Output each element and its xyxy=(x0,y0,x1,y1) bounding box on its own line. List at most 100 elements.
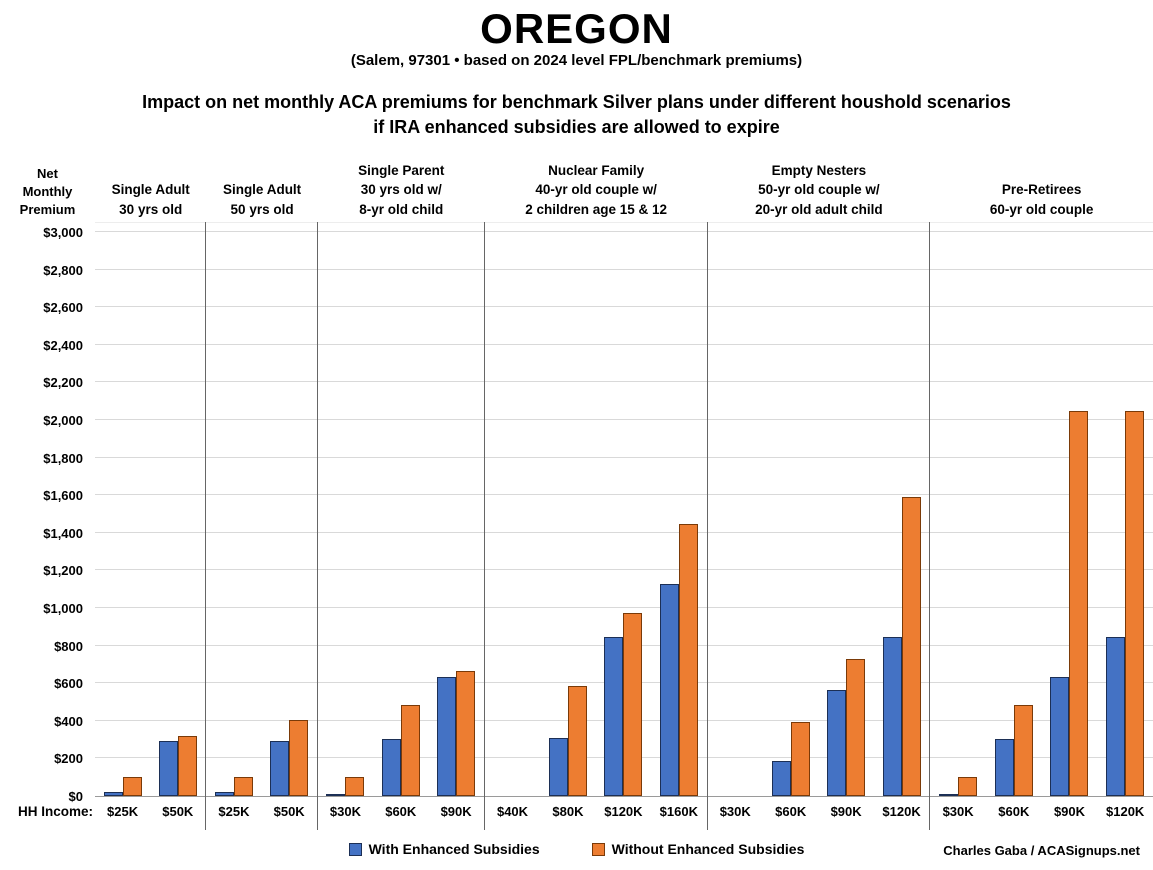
y-tick-label: $1,800 xyxy=(43,450,83,466)
bar-without-enhanced-subsidies xyxy=(623,613,643,796)
bar-with-enhanced-subsidies xyxy=(1106,637,1126,796)
gridline xyxy=(95,494,206,496)
gridline xyxy=(206,531,317,533)
bar-without-enhanced-subsidies xyxy=(177,736,197,796)
gridline xyxy=(95,719,206,721)
bar-without-enhanced-subsidies xyxy=(1013,705,1033,796)
gridline xyxy=(930,719,1153,721)
gridline xyxy=(930,231,1153,232)
y-tick-label: $2,600 xyxy=(43,300,83,316)
gridline xyxy=(707,569,930,571)
gridline xyxy=(484,569,707,571)
gridline xyxy=(707,343,930,345)
scenario-group-title-line: Empty Nesters xyxy=(771,162,867,178)
bar-with-enhanced-subsidies xyxy=(659,584,679,796)
scenario-group-plot xyxy=(317,222,484,797)
gridline xyxy=(206,719,317,721)
legend-item-without-enhanced: Without Enhanced Subsidies xyxy=(591,841,805,857)
legend-swatch-orange xyxy=(591,842,605,856)
gridline xyxy=(707,381,930,383)
scenario-group-plot-zone: $30K $60K $90K xyxy=(317,222,485,830)
chart-description-line2: if IRA enhanced subsidies are allowed to… xyxy=(373,117,780,137)
scenario-group-title: Pre-Retirees 60-yr old couple xyxy=(930,150,1153,222)
gridline xyxy=(707,231,930,232)
scenario-group: Single Adult 30 yrs old $25K $50K xyxy=(95,150,207,830)
scenario-group: Pre-Retirees 60-yr old couple $30K $60K $90K… xyxy=(930,150,1153,830)
gridline xyxy=(484,231,707,232)
income-label: $120K xyxy=(1106,804,1145,819)
scenario-group-title-line: Single Adult xyxy=(111,182,190,197)
bar-pair xyxy=(428,223,483,796)
y-axis-gutter: Net Monthly Premium $0 $200 $400 $600 $800 $1,0… xyxy=(0,150,95,830)
gridline xyxy=(317,231,484,232)
scenario-group-plot xyxy=(206,222,317,797)
bar-pair xyxy=(818,223,873,796)
y-axis-title: Net Monthly Premium xyxy=(0,150,95,222)
y-axis-title-line: Premium xyxy=(19,202,76,217)
gridline xyxy=(930,644,1153,646)
y-tick-label: $200 xyxy=(54,751,83,767)
gridline xyxy=(930,343,1153,345)
gridline xyxy=(317,419,484,420)
legend-item-with-enhanced: With Enhanced Subsidies xyxy=(348,841,540,857)
credit-text: Charles Gaba / ACASignups.net xyxy=(943,843,1140,858)
gridline xyxy=(707,494,930,496)
gridline xyxy=(930,381,1153,383)
bar-with-enhanced-subsidies xyxy=(882,637,902,796)
y-tick-label: $2,400 xyxy=(43,337,83,353)
bar-with-enhanced-subsidies xyxy=(381,739,401,796)
gridline xyxy=(484,343,707,345)
gridline xyxy=(484,531,707,533)
bar-pair xyxy=(206,223,261,796)
y-tick-label: $400 xyxy=(54,713,83,729)
gridline xyxy=(206,419,317,420)
gridline xyxy=(206,569,317,571)
gridline xyxy=(930,456,1153,458)
gridline xyxy=(484,381,707,383)
bar-without-enhanced-subsidies xyxy=(1069,411,1089,796)
bar-pair xyxy=(262,223,317,796)
bar-without-enhanced-subsidies xyxy=(1125,411,1145,796)
bar-with-enhanced-subsidies xyxy=(103,792,123,796)
gridline xyxy=(484,494,707,496)
scenario-group-title-line: Pre-Retirees xyxy=(1001,182,1082,197)
bar-pair xyxy=(874,223,929,796)
gridline xyxy=(930,757,1153,759)
gridline xyxy=(930,607,1153,608)
bar-without-enhanced-subsidies xyxy=(901,497,921,796)
income-label-row: $25K $50K xyxy=(206,797,316,830)
gridline xyxy=(484,306,707,308)
bar-pair xyxy=(930,223,986,796)
bar-without-enhanced-subsidies xyxy=(456,671,476,796)
income-label: $60K xyxy=(998,804,1030,819)
scenario-group-title-line: Single Parent xyxy=(358,162,445,178)
legend-label: Without Enhanced Subsidies xyxy=(611,841,805,857)
chart-description: Impact on net monthly ACA premiums for b… xyxy=(0,90,1153,140)
scenario-group-title-line: 20-yr old adult child xyxy=(755,201,883,217)
gridline xyxy=(317,306,484,308)
gridline xyxy=(317,569,484,571)
bar-without-enhanced-subsidies xyxy=(400,705,420,796)
gridline xyxy=(484,719,707,721)
income-label: $25K xyxy=(107,804,139,819)
scenario-group-plot-zone: $25K $50K xyxy=(206,222,318,830)
bar-pair xyxy=(763,223,818,796)
scenario-group: Single Adult 50 yrs old $25K $50K xyxy=(206,150,318,830)
scenario-group-title-line: Nuclear Family xyxy=(548,162,645,178)
gridline xyxy=(206,682,317,684)
income-label: $30K xyxy=(719,804,751,819)
bar-without-enhanced-subsidies xyxy=(846,659,866,796)
scenario-group-title: Single Parent 30 yrs old w/8-yr old child xyxy=(318,150,485,222)
gridline xyxy=(484,268,707,270)
income-label-row: $30K $60K $90K xyxy=(318,797,484,830)
income-label-row: $30K $60K $90K $120K xyxy=(930,797,1153,830)
bar-with-enhanced-subsidies xyxy=(214,792,234,796)
gridline xyxy=(95,231,206,232)
gridline xyxy=(206,343,317,345)
gridline xyxy=(95,306,206,308)
y-tick-label: $1,400 xyxy=(43,525,83,541)
y-tick-label: $2,800 xyxy=(43,262,83,278)
gridline xyxy=(317,456,484,458)
income-label: $50K xyxy=(273,804,305,819)
gridline xyxy=(930,682,1153,684)
